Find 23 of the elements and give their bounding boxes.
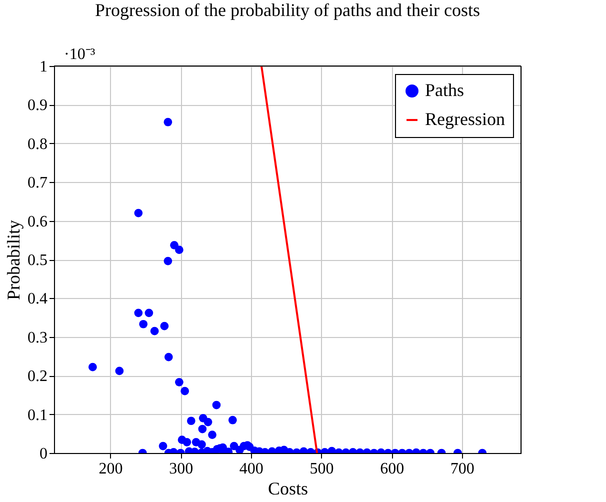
y-tick-label: 0.4 xyxy=(28,290,48,308)
y-tick-label: 0.2 xyxy=(28,368,48,386)
y-tick-label: 1 xyxy=(40,58,48,76)
x-tick-label: 200 xyxy=(98,460,123,478)
legend-label: Regression xyxy=(425,109,505,129)
x-tick-label: 400 xyxy=(239,460,264,478)
x-tick-label: 700 xyxy=(450,460,474,478)
chart-title: Progression of the probability of paths and their costs xyxy=(95,0,480,20)
x-tick-label: 500 xyxy=(310,460,334,478)
y-tick-label: 0.7 xyxy=(28,174,48,192)
y-tick-label: 0.1 xyxy=(28,406,48,424)
y-tick-label: 0.9 xyxy=(28,97,48,114)
y-tick-label: 0 xyxy=(40,446,48,462)
x-tick-label: 600 xyxy=(380,460,404,478)
y-axis-title: Probability xyxy=(4,220,24,300)
y-tick-label: 0.3 xyxy=(28,329,48,346)
y-tick-label: 0.5 xyxy=(28,252,48,269)
x-tick-label: 300 xyxy=(169,460,194,478)
legend-label: Paths xyxy=(425,80,464,100)
y-tick-label: 0.8 xyxy=(28,136,48,153)
x-axis-title: Costs xyxy=(268,478,308,498)
y-tick-label: 0.6 xyxy=(28,213,48,230)
text: ·10⁻³ xyxy=(64,46,96,63)
